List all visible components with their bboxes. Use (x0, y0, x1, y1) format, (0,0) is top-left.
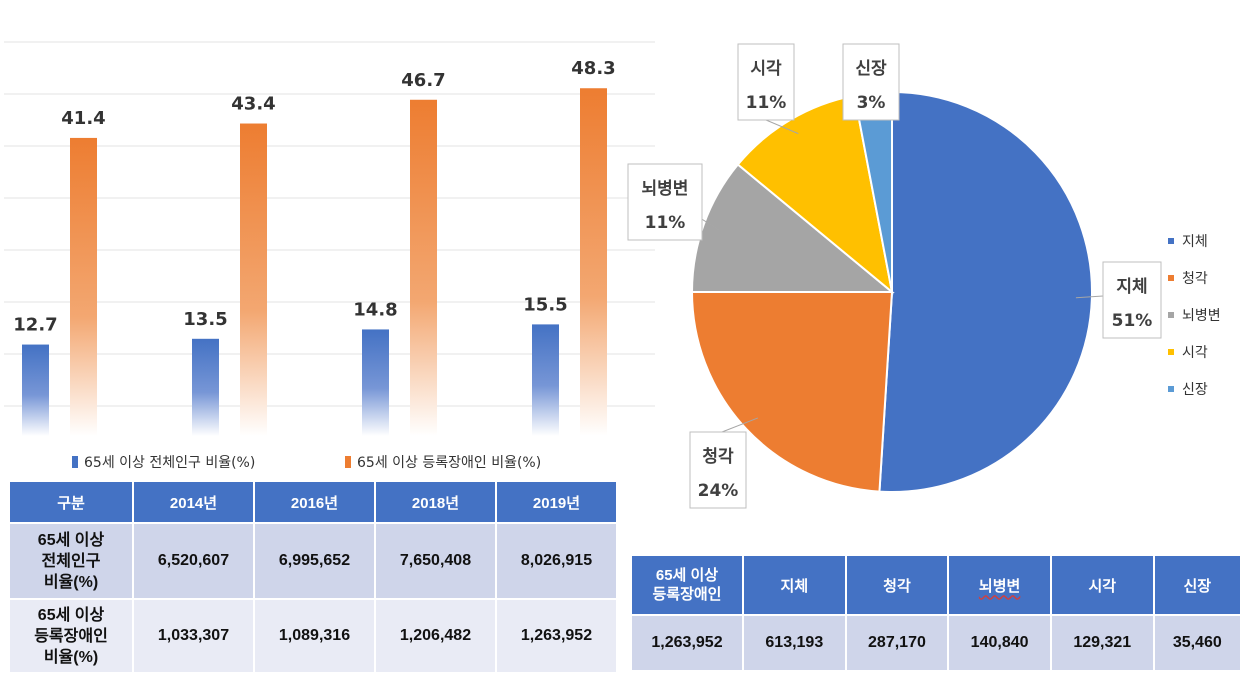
table-header: 신장 (1152, 554, 1243, 616)
slice-label: 청각 (702, 446, 734, 467)
pie-legend: 지체 청각 뇌병변 시각 신장 (1168, 222, 1221, 407)
bar-value-label: 43.4 (231, 94, 275, 115)
table-cell: 6,995,652 (253, 522, 376, 600)
table-cell: 6,520,607 (132, 522, 255, 600)
row-label: 65세 이상 전체인구 비율(%) (8, 522, 134, 600)
bar-disabled-2018년 (410, 99, 437, 436)
table-cell: 140,840 (947, 614, 1052, 672)
table-row: 1,263,952 613,193 287,170 140,840 129,32… (630, 614, 1243, 672)
bar-disabled-2016년 (240, 123, 267, 437)
callout-leader (699, 217, 720, 231)
slice-percent: 11% (746, 93, 787, 113)
table-cell: 1,263,952 (495, 598, 618, 674)
table-cell: 35,460 (1152, 614, 1243, 672)
callout-leader (1075, 295, 1104, 299)
legend-swatch (1168, 237, 1174, 244)
legend-label: 뇌병변 (1182, 307, 1221, 324)
bar-population-2019년 (532, 324, 559, 436)
slice-label: 지체 (1116, 277, 1147, 297)
table-cell: 1,033,307 (132, 598, 255, 674)
table-header: 시각 (1049, 554, 1155, 616)
table-cell: 1,206,482 (374, 598, 497, 674)
pie-slice-지체 (878, 90, 1094, 493)
bar-population-2016년 (192, 338, 219, 436)
table-header: 65세 이상 등록장애인 (630, 554, 744, 616)
legend-item: 청각 (1168, 259, 1221, 296)
legend-swatch (1168, 385, 1174, 392)
callout-box (1102, 261, 1162, 339)
legend-label: 65세 이상 등록장애인 비율(%) (357, 455, 542, 471)
table-header: 뇌병변 (947, 554, 1052, 616)
table-cell: 613,193 (742, 614, 847, 672)
bar-chart: 12.7 41.4 13.5 43.4 14.8 46.7 15.5 48.3 (4, 41, 655, 437)
legend-label: 청각 (1182, 270, 1208, 287)
pie-slice-청각 (690, 291, 894, 493)
row-label: 65세 이상 등록장애인 비율(%) (8, 598, 134, 674)
callout-box (842, 43, 900, 121)
bar-value-label: 48.3 (571, 58, 615, 79)
bar-disabled-2014년 (70, 137, 97, 437)
legend-swatch (1168, 274, 1174, 281)
bar-disabled-2019년 (580, 88, 607, 437)
legend-label: 지체 (1182, 233, 1208, 250)
table-header: 지체 (742, 554, 847, 616)
gridlines (4, 41, 655, 407)
legend-item: 신장 (1168, 370, 1221, 407)
table-row: 65세 이상 등록장애인 비율(%) 1,033,307 1,089,316 1… (8, 598, 618, 674)
bar-legend-series-0: 65세 이상 전체인구 비율(%) (72, 452, 255, 472)
callout-leader (721, 417, 759, 433)
slice-label: 뇌병변 (642, 179, 689, 199)
slice-label: 시각 (750, 59, 782, 79)
bar-value-label: 46.7 (401, 70, 445, 91)
table-header: 2018년 (374, 480, 497, 524)
pie-slice-뇌병변 (690, 163, 895, 293)
table-cell: 1,263,952 (630, 614, 744, 672)
legend-swatch (1168, 348, 1174, 355)
table-header: 청각 (844, 554, 950, 616)
slice-label: 신장 (855, 59, 887, 79)
bar-value-label: 14.8 (353, 299, 397, 320)
slice-percent: 51% (1112, 311, 1153, 331)
legend-label: 시각 (1182, 344, 1208, 361)
bar-population-2014년 (22, 344, 49, 436)
table-header: 2016년 (253, 480, 376, 524)
legend-label: 65세 이상 전체인구 비율(%) (84, 455, 256, 471)
population-table: 구분 2014년 2016년 2018년 2019년 65세 이상 전체인구 비… (8, 480, 618, 674)
table-cell: 287,170 (844, 614, 950, 672)
bar-legend-series-1: 65세 이상 등록장애인 비율(%) (345, 452, 541, 472)
bar-value-label: 12.7 (13, 315, 57, 336)
table-cell: 7,650,408 (374, 522, 497, 600)
legend-swatch-orange (345, 456, 351, 468)
bar-value-label: 15.5 (523, 294, 567, 315)
callout-box (689, 431, 747, 509)
legend-item: 지체 (1168, 222, 1221, 259)
legend-item: 뇌병변 (1168, 296, 1221, 333)
bar-value-label: 41.4 (61, 108, 105, 129)
slice-percent: 3% (857, 93, 886, 113)
callout-box (737, 43, 795, 121)
bar-population-2018년 (362, 329, 389, 436)
legend-item: 시각 (1168, 333, 1221, 370)
callout-box (627, 163, 703, 241)
legend-swatch-blue (72, 456, 78, 468)
table-row: 65세 이상 전체인구 비율(%) 6,520,607 6,995,652 7,… (8, 522, 618, 600)
legend-swatch (1168, 311, 1174, 318)
slice-percent: 24% (698, 481, 739, 501)
disability-type-table: 65세 이상 등록장애인 지체 청각 뇌병변 시각 신장 1,263,952 6… (630, 554, 1243, 672)
legend-label: 신장 (1182, 381, 1208, 398)
table-cell: 1,089,316 (253, 598, 376, 674)
bar-value-label: 13.5 (183, 309, 227, 330)
table-header: 구분 (8, 480, 134, 524)
callout-leader (765, 119, 799, 135)
table-header: 2014년 (132, 480, 255, 524)
slice-percent: 11% (645, 213, 686, 233)
table-cell: 129,321 (1049, 614, 1155, 672)
table-header: 2019년 (495, 480, 618, 524)
table-cell: 8,026,915 (495, 522, 618, 600)
